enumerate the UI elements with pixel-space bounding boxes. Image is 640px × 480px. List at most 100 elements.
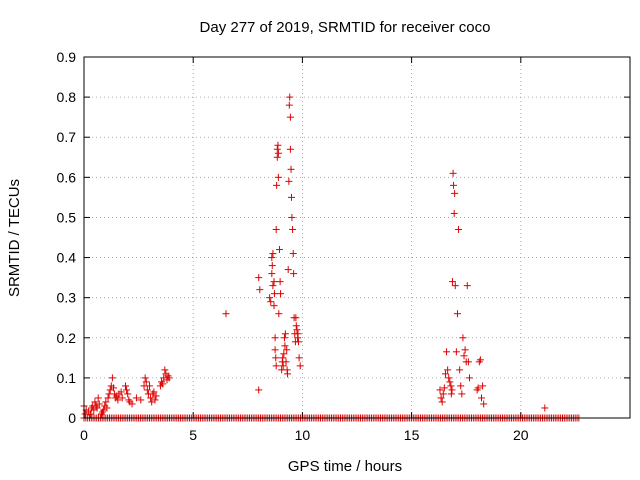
data-point <box>283 346 291 354</box>
data-point <box>464 358 472 366</box>
data-point <box>279 354 287 362</box>
data-point <box>274 141 282 149</box>
data-point <box>448 386 456 394</box>
data-point <box>460 352 468 360</box>
data-point <box>447 382 455 390</box>
y-tick-label: 0.2 <box>57 330 77 346</box>
data-point <box>441 370 449 378</box>
data-point <box>272 362 280 370</box>
data-point <box>275 310 283 318</box>
data-point <box>95 400 103 408</box>
data-point <box>275 246 283 254</box>
data-point <box>439 390 447 398</box>
data-point <box>450 181 458 189</box>
data-point <box>458 390 466 398</box>
data-point <box>457 382 465 390</box>
data-point <box>269 250 277 258</box>
data-point <box>446 378 454 386</box>
data-point <box>103 404 111 412</box>
data-point <box>456 366 464 374</box>
data-point <box>453 310 461 318</box>
data-point <box>270 290 278 298</box>
data-point <box>94 394 102 402</box>
data-point <box>285 101 293 109</box>
data-point <box>286 93 294 101</box>
data-point <box>465 374 473 382</box>
x-tick-label: 5 <box>189 427 197 443</box>
data-point <box>117 388 125 396</box>
y-tick-labels: 0 0.1 0.2 0.3 0.4 0.5 0.6 0.7 0.8 0.9 <box>57 49 77 426</box>
data-point <box>459 334 467 342</box>
data-points <box>80 93 549 418</box>
data-point <box>147 394 155 402</box>
data-point <box>128 400 136 408</box>
data-point <box>281 330 289 338</box>
y-tick-label: 0.3 <box>57 290 77 306</box>
data-point <box>452 348 460 356</box>
data-point <box>256 286 264 294</box>
data-point <box>273 145 281 153</box>
data-point <box>124 390 132 398</box>
data-point <box>445 374 453 382</box>
plot-frame <box>83 56 631 419</box>
data-point <box>273 153 281 161</box>
data-point <box>437 394 445 402</box>
data-point <box>295 354 303 362</box>
data-point <box>118 394 126 402</box>
data-point <box>165 374 173 382</box>
data-point <box>268 270 276 278</box>
data-point <box>450 209 458 217</box>
data-point <box>161 366 169 374</box>
data-point <box>438 398 446 406</box>
data-point <box>451 282 459 290</box>
data-point <box>114 396 122 404</box>
data-point <box>436 386 444 394</box>
data-point <box>461 346 469 354</box>
data-point <box>284 266 292 274</box>
y-axis-title: SRMTID / TECUs <box>6 179 23 297</box>
data-point <box>137 396 145 404</box>
data-point <box>222 310 230 318</box>
data-point <box>270 278 278 286</box>
y-tick-label: 0.5 <box>57 209 77 225</box>
data-point <box>296 362 304 370</box>
data-point <box>267 298 275 306</box>
data-point <box>151 396 159 404</box>
data-point <box>290 270 298 278</box>
data-point <box>449 169 457 177</box>
data-point <box>274 173 282 181</box>
data-point <box>286 145 294 153</box>
data-point <box>143 386 151 394</box>
data-point <box>276 278 284 286</box>
x-tick-labels: 0 5 10 15 20 <box>80 427 529 443</box>
data-point <box>479 382 487 390</box>
data-point <box>448 278 456 286</box>
x-axis-title: GPS time / hours <box>288 458 402 475</box>
data-point <box>287 193 295 201</box>
chart-title: Day 277 of 2019, SRMTID for receiver coc… <box>200 19 491 36</box>
axis-ticks <box>83 56 630 419</box>
data-point <box>282 358 290 366</box>
data-point <box>132 394 140 402</box>
y-tick-label: 0.9 <box>57 49 77 65</box>
data-point <box>255 386 263 394</box>
data-point <box>293 326 301 334</box>
y-tick-label: 0 <box>68 410 76 426</box>
data-point <box>286 113 294 121</box>
data-point <box>294 330 302 338</box>
x-tick-label: 20 <box>513 427 529 443</box>
data-point <box>289 225 297 233</box>
data-point <box>159 380 167 388</box>
x-tick-label: 15 <box>404 427 420 443</box>
data-point <box>287 165 295 173</box>
data-point <box>123 386 131 394</box>
y-tick-label: 0.6 <box>57 169 77 185</box>
data-point <box>272 225 280 233</box>
data-point <box>150 388 158 396</box>
data-point <box>141 374 149 382</box>
data-point <box>87 410 95 418</box>
data-point <box>142 378 150 386</box>
x-tick-label: 10 <box>295 427 311 443</box>
data-point <box>271 334 279 342</box>
data-point <box>269 282 277 290</box>
